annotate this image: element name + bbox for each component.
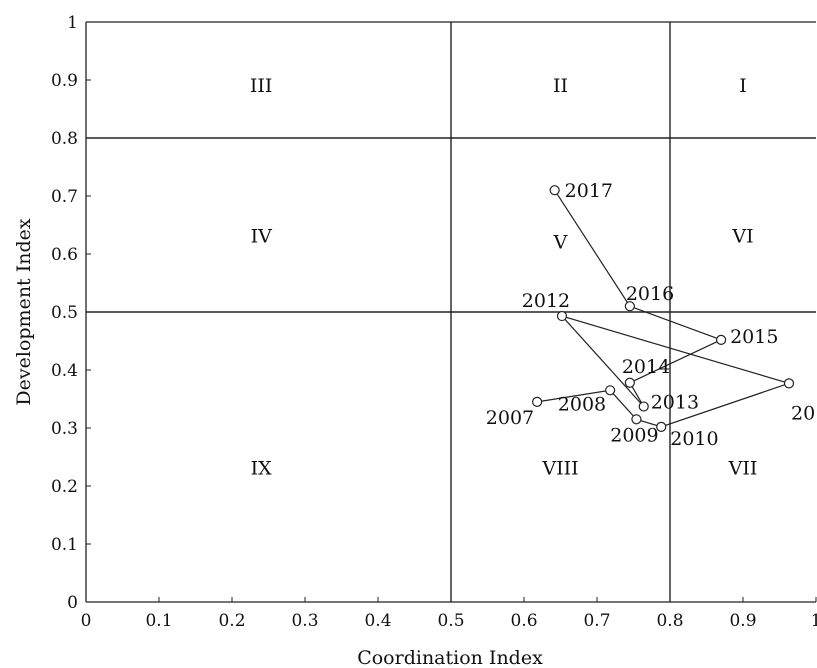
data-point [715, 334, 727, 345]
x-tick-label: 0 [81, 611, 92, 631]
data-point [549, 185, 560, 196]
y-tick-label: 0.4 [51, 361, 78, 381]
data-point [656, 421, 667, 432]
y-tick-label: 0.7 [51, 187, 78, 207]
point-label: 2009 [610, 424, 658, 446]
region-label: III [250, 75, 273, 97]
x-tick-label: 0.2 [218, 611, 245, 631]
point-label: 2017 [565, 180, 613, 202]
x-tick-label: 0.1 [145, 611, 172, 631]
data-point [638, 401, 649, 412]
y-tick-label: 0.8 [51, 129, 78, 149]
reference-lines [86, 22, 816, 602]
region-label: IX [251, 458, 273, 480]
x-axis-label: Coordination Index [357, 647, 543, 668]
x-tick-label: 0.3 [291, 611, 318, 631]
data-point [532, 396, 543, 407]
y-tick-label: 0.2 [51, 477, 78, 497]
y-tick-label: 0.1 [51, 535, 78, 555]
data-point [783, 378, 795, 389]
x-tick-label: 0.5 [437, 611, 464, 631]
point-label: 2012 [522, 290, 570, 312]
region-label: I [739, 75, 747, 97]
region-label: VII [728, 458, 758, 480]
point-label: 2010 [670, 428, 718, 450]
x-tick-label: 0.7 [583, 611, 610, 631]
point-label: 2011 [791, 402, 817, 424]
region-label: VI [731, 226, 753, 248]
data-point [624, 301, 635, 312]
data-point [624, 377, 635, 388]
x-tick-label: 0.4 [364, 611, 391, 631]
y-axis-label: Development Index [13, 218, 35, 405]
x-tick-label: 0.8 [656, 611, 683, 631]
point-label: 2015 [730, 326, 778, 348]
y-tick-label: 0.9 [51, 71, 78, 91]
region-label: II [553, 75, 568, 97]
data-point [605, 385, 616, 396]
data-point [631, 414, 642, 425]
point-label: 2013 [651, 392, 699, 414]
x-tick-label: 0.9 [729, 611, 756, 631]
axis-ticks: 0 0.1 0.2 0.3 0.4 0.5 0.6 0.7 0.8 0.9 1 0 0.1 0.2 0.3 0… [51, 13, 817, 631]
point-label: 2007 [486, 407, 534, 429]
y-tick-label: 0.6 [51, 245, 78, 265]
x-tick-label: 1 [811, 611, 817, 631]
region-label: VIII [541, 458, 578, 480]
point-label: 2008 [558, 393, 606, 415]
y-tick-label: 1 [67, 13, 78, 33]
region-label: V [553, 231, 568, 253]
point-label: 2016 [626, 283, 674, 305]
data-point [556, 310, 568, 322]
y-tick-label: 0.5 [51, 303, 78, 323]
point-label: 2014 [622, 356, 670, 378]
series-1 [532, 185, 795, 432]
y-tick-label: 0.3 [51, 419, 78, 439]
y-tick-label: 0 [67, 593, 78, 613]
region-label: IV [251, 226, 273, 248]
x-tick-label: 0.6 [510, 611, 537, 631]
